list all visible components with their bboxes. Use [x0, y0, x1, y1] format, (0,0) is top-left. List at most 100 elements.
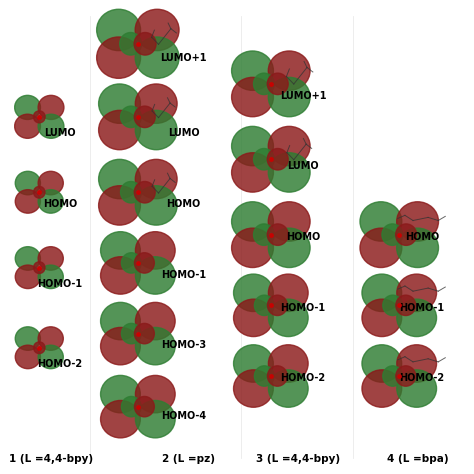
Ellipse shape [397, 370, 437, 407]
Ellipse shape [254, 224, 274, 246]
Ellipse shape [120, 106, 141, 128]
Ellipse shape [362, 345, 401, 382]
Ellipse shape [383, 295, 402, 316]
Ellipse shape [121, 253, 141, 273]
Text: HOMO: HOMO [405, 232, 439, 242]
Ellipse shape [267, 366, 287, 386]
Ellipse shape [234, 299, 273, 337]
Ellipse shape [254, 73, 274, 95]
Ellipse shape [15, 246, 40, 270]
Ellipse shape [34, 186, 45, 198]
Ellipse shape [119, 33, 142, 55]
Ellipse shape [15, 327, 40, 350]
Ellipse shape [232, 77, 273, 117]
Ellipse shape [268, 274, 308, 311]
Ellipse shape [34, 262, 45, 273]
Text: HOMO-3: HOMO-3 [161, 340, 206, 350]
Ellipse shape [134, 182, 155, 203]
Ellipse shape [15, 114, 40, 138]
Ellipse shape [268, 77, 310, 117]
Ellipse shape [268, 127, 310, 166]
Text: HOMO: HOMO [166, 199, 201, 209]
Text: LUMO: LUMO [44, 128, 76, 138]
Ellipse shape [136, 328, 175, 365]
Ellipse shape [100, 302, 140, 340]
Ellipse shape [232, 153, 273, 192]
Ellipse shape [267, 148, 288, 170]
Text: HOMO-1: HOMO-1 [400, 303, 445, 313]
Ellipse shape [136, 302, 175, 340]
Ellipse shape [15, 345, 40, 369]
Ellipse shape [255, 295, 274, 316]
Ellipse shape [232, 51, 273, 91]
Ellipse shape [135, 253, 155, 273]
Text: HOMO-1: HOMO-1 [281, 303, 326, 313]
Ellipse shape [38, 327, 64, 350]
Ellipse shape [268, 228, 310, 267]
Ellipse shape [234, 274, 273, 311]
Ellipse shape [38, 114, 64, 138]
Ellipse shape [268, 299, 308, 337]
Ellipse shape [255, 366, 274, 386]
Ellipse shape [97, 9, 141, 51]
Ellipse shape [268, 202, 310, 241]
Ellipse shape [38, 190, 64, 213]
Ellipse shape [121, 323, 141, 344]
Text: LUMO+1: LUMO+1 [280, 91, 326, 100]
Text: LUMO: LUMO [168, 128, 200, 138]
Ellipse shape [15, 171, 40, 195]
Text: HOMO: HOMO [286, 232, 320, 242]
Ellipse shape [397, 299, 437, 337]
Ellipse shape [38, 246, 64, 270]
Ellipse shape [34, 342, 45, 354]
Ellipse shape [268, 370, 308, 407]
Ellipse shape [267, 73, 288, 95]
Ellipse shape [234, 345, 273, 382]
Ellipse shape [254, 148, 274, 170]
Ellipse shape [120, 182, 141, 203]
Ellipse shape [396, 366, 416, 386]
Text: LUMO: LUMO [287, 161, 319, 171]
Ellipse shape [100, 257, 140, 294]
Ellipse shape [232, 127, 273, 166]
Ellipse shape [100, 232, 140, 269]
Text: 4 (L =bpa): 4 (L =bpa) [387, 454, 448, 464]
Ellipse shape [38, 171, 64, 195]
Ellipse shape [136, 257, 175, 294]
Text: HOMO: HOMO [43, 199, 77, 209]
Ellipse shape [99, 159, 140, 199]
Ellipse shape [121, 396, 141, 417]
Ellipse shape [382, 224, 403, 246]
Ellipse shape [100, 401, 140, 438]
Ellipse shape [232, 202, 273, 241]
Ellipse shape [360, 202, 402, 241]
Ellipse shape [97, 37, 141, 78]
Ellipse shape [135, 159, 177, 199]
Ellipse shape [267, 224, 288, 246]
Ellipse shape [397, 345, 437, 382]
Ellipse shape [99, 110, 140, 150]
Ellipse shape [397, 202, 438, 241]
Text: HOMO-2: HOMO-2 [281, 374, 326, 383]
Ellipse shape [99, 84, 140, 123]
Ellipse shape [100, 328, 140, 365]
Ellipse shape [15, 265, 40, 289]
Ellipse shape [134, 33, 156, 55]
Ellipse shape [15, 95, 40, 119]
Ellipse shape [396, 224, 417, 246]
Ellipse shape [38, 345, 64, 369]
Ellipse shape [99, 186, 140, 225]
Text: 1 (L =4,4-bpy): 1 (L =4,4-bpy) [9, 454, 93, 464]
Ellipse shape [135, 110, 177, 150]
Ellipse shape [135, 186, 177, 225]
Ellipse shape [135, 9, 179, 51]
Ellipse shape [134, 106, 155, 128]
Ellipse shape [268, 51, 310, 91]
Ellipse shape [38, 95, 64, 119]
Ellipse shape [100, 375, 140, 413]
Ellipse shape [397, 274, 437, 311]
Ellipse shape [135, 37, 179, 78]
Text: HOMO-2: HOMO-2 [400, 374, 445, 383]
Ellipse shape [136, 232, 175, 269]
Ellipse shape [362, 274, 401, 311]
